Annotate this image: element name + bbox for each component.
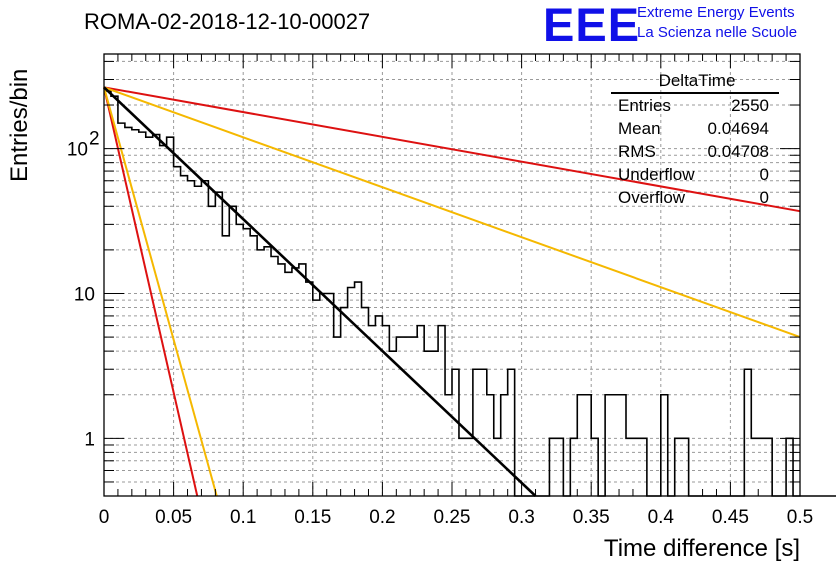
y-tick-exponent: 2 — [89, 129, 100, 150]
logo-line-1: Extreme Energy Events — [637, 4, 795, 21]
stats-key: Mean — [618, 119, 661, 138]
stats-box: DeltaTime Entries 2550 Mean 0.04694 RMS … — [611, 70, 779, 210]
x-tick-label: 0.5 — [787, 507, 813, 528]
x-tick-label: 0 — [99, 507, 110, 528]
x-tick-label: 0.05 — [155, 507, 192, 528]
stats-row-mean: Mean 0.04694 — [611, 118, 779, 141]
x-axis-title: Time difference [s] — [603, 535, 800, 562]
fit-line-main — [103, 86, 537, 497]
axis-ticks — [103, 54, 801, 496]
stats-value: 0.04708 — [707, 142, 769, 161]
x-tick-label: 0.2 — [369, 507, 395, 528]
logo-line-2: La Scienza nelle Scuole — [637, 24, 798, 41]
plot-title: ROMA-02-2018-12-10-00027 — [84, 9, 371, 34]
fit-line-reference — [103, 86, 801, 213]
stats-row-overflow: Overflow 0 — [611, 187, 779, 210]
fit-lines-layer — [103, 86, 801, 497]
fit-line-reference — [103, 87, 218, 497]
y-axis-title: Entries/bin — [6, 68, 33, 182]
stats-value: 0.04694 — [707, 119, 769, 138]
stats-row-underflow: Underflow 0 — [611, 164, 779, 187]
x-tick-label: 0.45 — [712, 507, 749, 528]
stats-title: DeltaTime — [611, 70, 779, 94]
stats-key: RMS — [618, 142, 656, 161]
stats-row-rms: RMS 0.04708 — [611, 141, 779, 164]
x-tick-label: 0.1 — [230, 507, 256, 528]
x-tick-label: 0.3 — [508, 507, 534, 528]
x-tick-label: 0.15 — [294, 507, 331, 528]
y-tick-label: 1 — [84, 429, 95, 450]
fit-line-reference — [103, 86, 801, 339]
x-tick-label: 0.4 — [648, 507, 675, 528]
stats-row-entries: Entries 2550 — [611, 95, 779, 118]
fit-line-reference — [103, 87, 199, 497]
stats-key: Entries — [618, 96, 671, 115]
stats-key: Overflow — [618, 188, 686, 207]
x-tick-label: 0.25 — [434, 507, 471, 528]
y-tick-label: 10 — [67, 140, 88, 161]
stats-key: Underflow — [618, 165, 695, 184]
eee-logo: EEE — [543, 0, 641, 51]
stats-value: 2550 — [731, 96, 769, 115]
tick-labels: 0 0.05 0.1 0.15 0.2 0.25 0.3 0.35 0.4 0.45 0.5 1 10 1… — [67, 129, 813, 528]
x-tick-label: 0.35 — [573, 507, 610, 528]
y-tick-label: 10 — [74, 284, 95, 305]
stats-value: 0 — [759, 188, 769, 207]
stats-value: 0 — [759, 165, 769, 184]
